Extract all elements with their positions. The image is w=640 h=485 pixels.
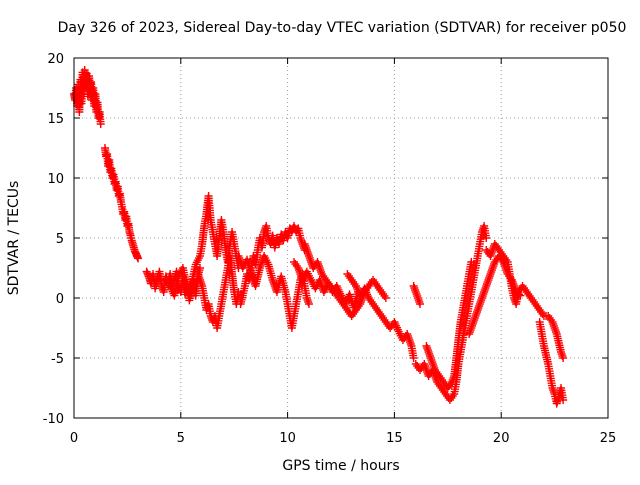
chart-title: Day 326 of 2023, Sidereal Day-to-day VTE… [58,20,627,36]
x-tick-label: 20 [493,431,510,446]
y-tick-labels: -10 -5 0 5 10 15 20 [43,52,64,427]
y-tick-label: 10 [47,172,64,187]
data-point [391,319,400,328]
y-tick-label: 0 [56,292,64,307]
data-point [352,283,361,292]
data-point [482,234,491,242]
data-point [134,254,143,263]
data-point [304,298,313,306]
data-point [392,323,401,332]
data-point [392,321,401,330]
data-point [390,318,399,326]
data-point [559,354,568,362]
data-point [381,294,390,302]
data-points [70,66,568,408]
y-tick-label: -10 [43,412,64,427]
data-point [361,286,370,295]
grid [74,58,608,418]
y-tick-label: 5 [56,232,64,247]
y-tick-label: 20 [47,52,64,67]
data-point [304,300,313,308]
data-point [557,350,566,358]
y-tick-label: 15 [47,112,64,127]
x-tick-label: 5 [177,431,185,446]
data-point [144,270,153,279]
data-point [303,296,312,304]
data-point [559,396,568,404]
data-point [186,281,195,290]
data-point [416,300,425,308]
data-point [362,288,371,297]
x-tick-label: 10 [279,431,296,446]
y-axis-title: SDTVAR / TECUs [6,181,22,296]
x-tick-label: 15 [386,431,403,446]
data-point [558,352,567,360]
data-point [409,354,418,362]
y-tick-label: -5 [51,352,64,367]
data-point [234,288,243,296]
data-point [360,284,369,293]
data-point [393,325,402,334]
axis-ticks [73,57,609,419]
data-point [96,120,105,128]
x-tick-label: 25 [600,431,617,446]
x-tick-labels: 0 5 10 15 20 25 [70,431,616,446]
x-axis-title: GPS time / hours [282,458,399,474]
data-point [363,290,372,299]
x-tick-label: 0 [70,431,78,446]
data-point [467,258,476,266]
data-point [351,282,360,290]
data-point [196,264,205,272]
